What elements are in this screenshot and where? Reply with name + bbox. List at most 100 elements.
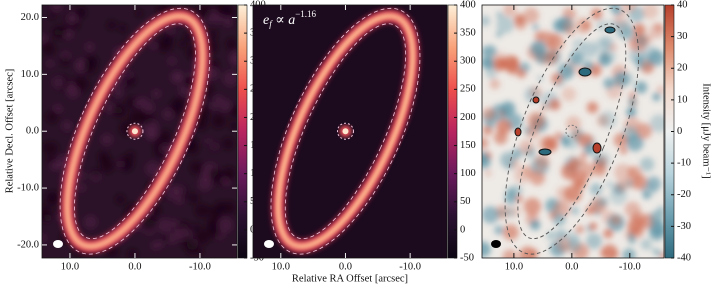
- noise-blob: [586, 233, 603, 250]
- noise-blob: [52, 76, 65, 89]
- noise-blob: [141, 215, 157, 231]
- noise-blob: [46, 59, 55, 68]
- noise-blob: [119, 81, 126, 88]
- noise-blob: [217, 217, 234, 233]
- noise-blob: [112, 87, 123, 98]
- noise-blob: [625, 172, 643, 190]
- noise-blob: [626, 110, 633, 117]
- noise-blob: [77, 183, 86, 193]
- noise-blob: [125, 96, 138, 109]
- noise-blob: [642, 191, 651, 200]
- noise-blob: [167, 26, 175, 35]
- noise-blob: [581, 41, 598, 59]
- colorbar-tick-label: 250: [460, 84, 476, 95]
- noise: [482, 5, 664, 258]
- outline: [504, 7, 640, 255]
- noise-blob: [600, 48, 616, 65]
- noise-blob: [128, 109, 143, 124]
- noise-blob: [163, 235, 170, 242]
- x-tick-label: 10.0: [272, 261, 290, 272]
- x-tick-label: 0.0: [565, 261, 578, 272]
- noise-blob: [546, 230, 556, 241]
- noise-blob: [627, 166, 637, 175]
- contour: [270, 7, 421, 255]
- noise-blob: [599, 110, 617, 129]
- colorbar-tick-label: -20: [677, 189, 691, 200]
- noise-blob: [529, 219, 541, 231]
- beam: [264, 240, 274, 248]
- noise-blob: [115, 194, 126, 205]
- noise-blob: [514, 17, 527, 30]
- noise-blob: [185, 140, 200, 155]
- colorbar-tick-label: 300: [460, 56, 476, 67]
- noise-blob: [189, 161, 203, 174]
- noise-blob: [209, 59, 219, 70]
- noise-blob: [172, 97, 185, 110]
- noise-blob: [649, 114, 664, 133]
- noise-blob: [549, 99, 561, 111]
- noise-blob: [546, 33, 565, 52]
- noise-blob: [77, 9, 86, 17]
- noise-blob: [640, 186, 647, 193]
- noise-blob: [504, 207, 515, 218]
- contour: [74, 23, 196, 240]
- noise-blob: [222, 166, 236, 181]
- ring-core: [275, 13, 416, 250]
- noise-blob: [523, 7, 540, 24]
- noise-blob: [515, 195, 523, 203]
- noise-blob: [565, 116, 582, 132]
- contour: [604, 26, 616, 34]
- noise-blob: [656, 85, 664, 94]
- noise-blob: [44, 141, 59, 156]
- noise-blob: [181, 236, 193, 249]
- colorbar-label: Intensity [μJy beam⁻¹]: [701, 83, 712, 178]
- noise-blob: [634, 81, 648, 94]
- noise-blob: [512, 148, 523, 159]
- noise-blob: [581, 21, 591, 30]
- noise-blob: [591, 8, 603, 20]
- noise-blob: [655, 24, 662, 31]
- noise-blob: [624, 230, 634, 240]
- star-outline: [565, 124, 579, 138]
- noise-blob: [83, 60, 97, 74]
- contour: [578, 67, 592, 77]
- colorbar-tick-label: 350: [460, 28, 476, 39]
- annotation-part: e: [263, 13, 269, 28]
- noise-blob: [66, 13, 78, 24]
- colorbar-tick-label: 30: [677, 31, 688, 42]
- contour: [532, 96, 540, 104]
- noise-blob: [42, 33, 48, 44]
- noise-blob: [213, 94, 224, 105]
- noise-blob: [635, 62, 644, 71]
- noise-blob: [167, 56, 177, 66]
- noise-blob: [650, 247, 658, 254]
- star-core: [131, 128, 138, 135]
- noise-blob: [61, 120, 73, 132]
- contour: [514, 127, 522, 137]
- colorbar-tick-label: 50: [460, 196, 471, 207]
- noise-blob: [496, 15, 515, 34]
- noise-blob: [570, 206, 580, 215]
- noise-blob: [632, 227, 640, 235]
- noise-blob: [640, 238, 652, 250]
- noise-blob: [553, 200, 571, 218]
- noise-blob: [100, 133, 113, 146]
- noise-blob: [133, 99, 142, 107]
- noise-blob: [229, 50, 237, 64]
- noise-blob: [482, 46, 489, 57]
- noise-blob: [646, 176, 662, 192]
- noise-blob: [209, 167, 222, 181]
- noise-blob: [142, 101, 155, 114]
- noise-blob: [572, 38, 586, 52]
- colorbar: [237, 4, 248, 259]
- noise-blob: [611, 215, 622, 226]
- colorbar-tick-label: 200: [460, 112, 476, 123]
- annotation-part: ∝ a: [272, 13, 295, 28]
- noise-blob: [622, 248, 636, 258]
- noise-blob: [564, 185, 582, 203]
- noise-blob: [503, 5, 517, 17]
- noise-blob: [54, 27, 62, 34]
- noise-blob: [489, 78, 501, 90]
- noise-blob: [194, 116, 209, 131]
